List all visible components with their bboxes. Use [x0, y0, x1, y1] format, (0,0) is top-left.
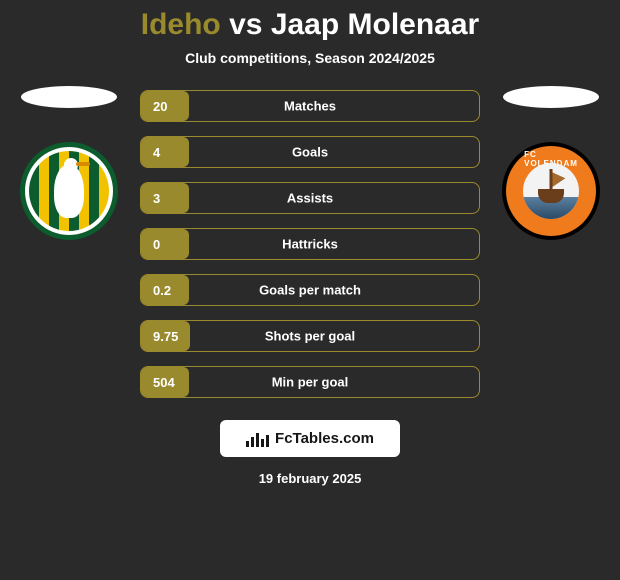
- comparison-card: Ideho vs Jaap Molenaar Club competitions…: [0, 0, 620, 580]
- fctables-logo-text: FcTables.com: [275, 430, 374, 447]
- stat-row-assists: 3 Assists: [140, 182, 480, 214]
- stat-row-shots-per-goal: 9.75 Shots per goal: [140, 320, 480, 352]
- stats-column: 20 Matches 4 Goals 3 Assists 0 Hattricks…: [140, 86, 480, 398]
- stat-value: 4: [141, 137, 189, 167]
- stat-value: 504: [141, 367, 189, 397]
- club-badge-right: FC VOLENDAM: [502, 142, 600, 240]
- stat-row-goals-per-match: 0.2 Goals per match: [140, 274, 480, 306]
- stat-label: Goals per match: [259, 283, 361, 298]
- stat-row-min-per-goal: 504 Min per goal: [140, 366, 480, 398]
- stat-row-hattricks: 0 Hattricks: [140, 228, 480, 260]
- stat-label: Goals: [292, 145, 328, 160]
- subtitle: Club competitions, Season 2024/2025: [185, 50, 435, 66]
- club-badge-left: [20, 142, 118, 240]
- footer-date: 19 february 2025: [259, 471, 362, 486]
- ship-icon: [538, 189, 564, 203]
- mast-icon: [550, 169, 553, 191]
- stork-icon: [54, 164, 84, 218]
- stat-value: 3: [141, 183, 189, 213]
- title: Ideho vs Jaap Molenaar: [141, 8, 479, 42]
- fctables-logo[interactable]: FcTables.com: [220, 420, 400, 457]
- ado-den-haag-icon: [29, 151, 109, 231]
- title-vs: vs: [229, 8, 262, 41]
- player-right-avatar-placeholder: [503, 86, 599, 108]
- stat-label: Min per goal: [272, 375, 349, 390]
- fc-volendam-icon: FC VOLENDAM: [506, 146, 596, 236]
- stat-label: Shots per goal: [265, 329, 355, 344]
- stat-row-goals: 4 Goals: [140, 136, 480, 168]
- title-player2: Jaap Molenaar: [271, 8, 479, 41]
- player-right-column: FC VOLENDAM: [496, 86, 606, 240]
- stat-value: 20: [141, 91, 189, 121]
- player-left-avatar-placeholder: [21, 86, 117, 108]
- player-left-column: [14, 86, 124, 240]
- stat-label: Matches: [284, 99, 336, 114]
- stat-row-matches: 20 Matches: [140, 90, 480, 122]
- stat-label: Assists: [287, 191, 333, 206]
- stat-value: 9.75: [141, 321, 190, 351]
- bars-icon: [246, 431, 269, 447]
- stat-value: 0: [141, 229, 189, 259]
- volendam-ship-scene: [523, 163, 579, 219]
- title-player1: Ideho: [141, 8, 221, 41]
- main-row: 20 Matches 4 Goals 3 Assists 0 Hattricks…: [0, 86, 620, 398]
- stat-value: 0.2: [141, 275, 189, 305]
- stat-label: Hattricks: [282, 237, 338, 252]
